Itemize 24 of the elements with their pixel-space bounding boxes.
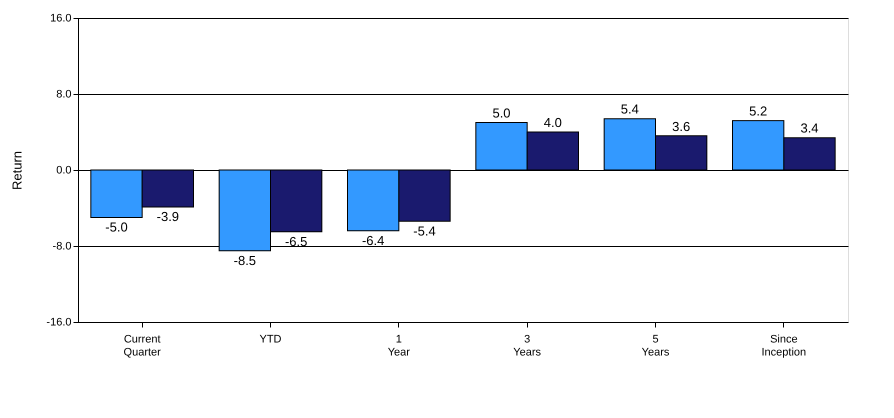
y-tick-label: 0.0 [56, 164, 72, 176]
x-tick-label: Since Inception [762, 334, 806, 358]
x-tick-label: 1 Year [388, 334, 410, 358]
data-label: 4.0 [544, 115, 562, 130]
data-label: 5.0 [492, 106, 511, 120]
y-axis-title: Return [9, 150, 24, 190]
data-label: 3.4 [800, 120, 819, 136]
y-tick-label: 16.0 [50, 12, 72, 24]
data-label: -5.4 [413, 223, 436, 238]
data-label: -8.5 [234, 252, 256, 268]
x-tick-label: 3 Years [513, 334, 542, 358]
x-tick-label: YTD [260, 334, 282, 346]
data-label: 5.2 [749, 104, 768, 119]
data-label: -5.0 [105, 220, 128, 234]
y-tick-label: -16.0 [46, 316, 72, 328]
data-label: 5.4 [620, 102, 639, 117]
data-label: -6.4 [362, 232, 384, 248]
y-tick-label: -8.0 [52, 240, 72, 252]
y-tick-label: 8.0 [56, 88, 72, 100]
data-label: -6.5 [284, 234, 308, 249]
data-label: 3.6 [672, 118, 690, 134]
x-tick-label: Current Quarter [124, 334, 162, 358]
data-label: -3.9 [156, 209, 180, 224]
x-tick-label: 5 Years [642, 334, 670, 358]
